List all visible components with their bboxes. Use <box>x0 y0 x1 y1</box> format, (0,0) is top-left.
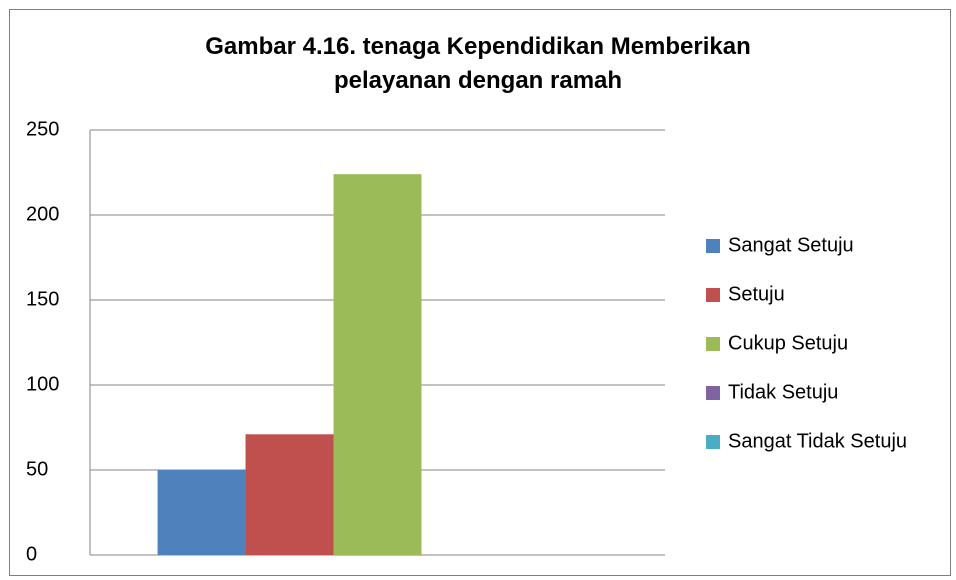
bar <box>245 434 334 555</box>
legend-label: Sangat Setuju <box>728 234 854 256</box>
y-tick-label: 100 <box>26 373 59 395</box>
legend-label: Sangat Tidak Setuju <box>728 430 907 452</box>
legend-swatch <box>706 239 720 253</box>
y-tick-label: 200 <box>26 203 59 225</box>
y-tick-label: 150 <box>26 288 59 310</box>
chart-title: Gambar 4.16. tenaga Kependidikan Memberi… <box>205 33 751 94</box>
legend-swatch <box>706 337 720 351</box>
legend-label: Tidak Setuju <box>728 381 838 403</box>
bar <box>333 174 422 555</box>
y-tick-label: 50 <box>26 458 48 480</box>
y-tick-label: 250 <box>26 118 59 140</box>
legend-swatch <box>706 288 720 302</box>
legend-label: Cukup Setuju <box>728 332 848 354</box>
legend-swatch <box>706 435 720 449</box>
legend-label: Setuju <box>728 283 785 305</box>
bar <box>157 470 246 555</box>
y-tick-label: 0 <box>26 543 37 565</box>
legend-swatch <box>706 386 720 400</box>
